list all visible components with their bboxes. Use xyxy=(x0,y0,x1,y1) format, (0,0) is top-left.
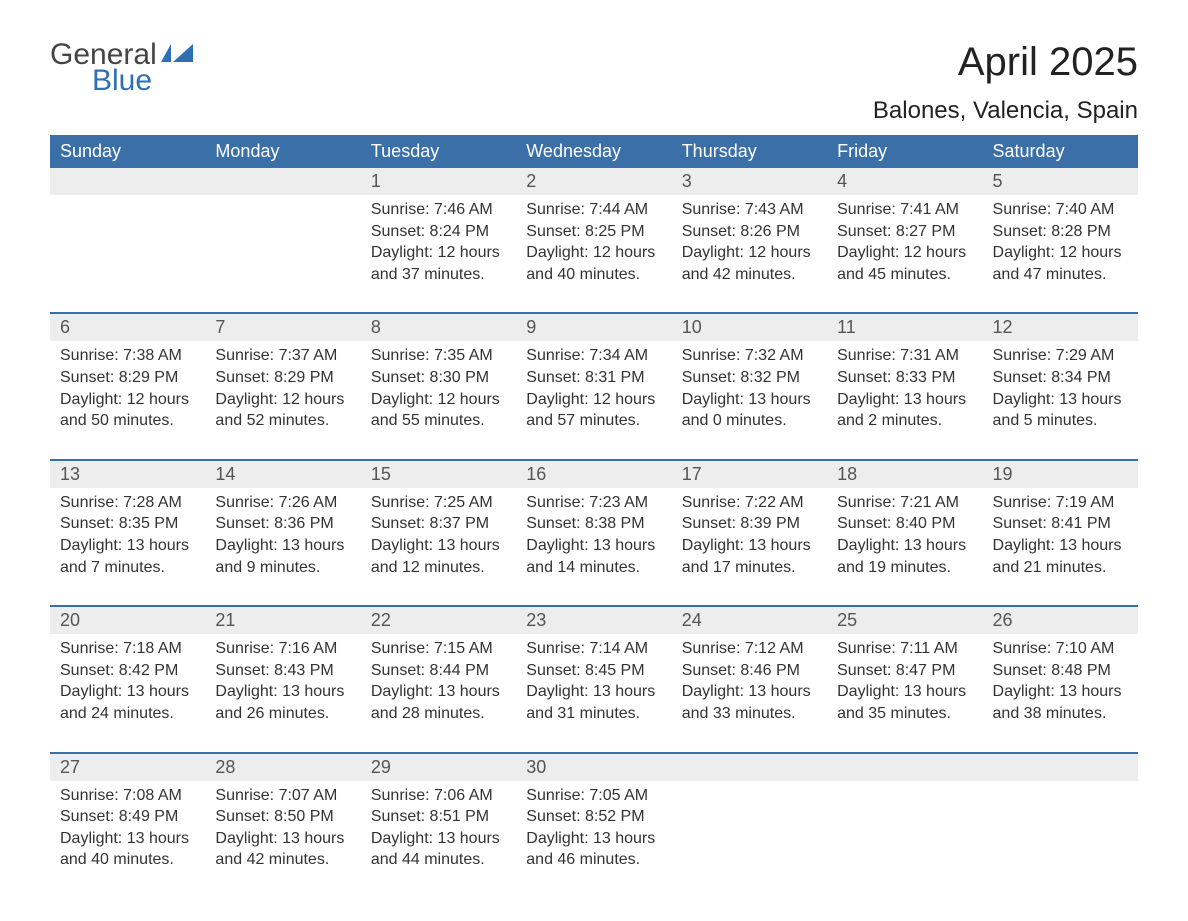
day-number: 14 xyxy=(205,460,360,488)
day-number: 29 xyxy=(361,753,516,781)
day-cell: Sunrise: 7:35 AMSunset: 8:30 PMDaylight:… xyxy=(361,341,516,441)
day-cell xyxy=(672,781,827,881)
weekday-header-row: SundayMondayTuesdayWednesdayThursdayFrid… xyxy=(50,135,1138,168)
day-number: 20 xyxy=(50,606,205,634)
day-number: 24 xyxy=(672,606,827,634)
day-cell: Sunrise: 7:18 AMSunset: 8:42 PMDaylight:… xyxy=(50,634,205,734)
day-number: 1 xyxy=(361,168,516,195)
weekday-header: Wednesday xyxy=(516,135,671,168)
day-cell: Sunrise: 7:37 AMSunset: 8:29 PMDaylight:… xyxy=(205,341,360,441)
day-cell: Sunrise: 7:08 AMSunset: 8:49 PMDaylight:… xyxy=(50,781,205,881)
day-cell: Sunrise: 7:43 AMSunset: 8:26 PMDaylight:… xyxy=(672,195,827,295)
location: Balones, Valencia, Spain xyxy=(873,97,1138,125)
day-number: 13 xyxy=(50,460,205,488)
day-number xyxy=(672,753,827,781)
day-cell: Sunrise: 7:16 AMSunset: 8:43 PMDaylight:… xyxy=(205,634,360,734)
day-cell: Sunrise: 7:44 AMSunset: 8:25 PMDaylight:… xyxy=(516,195,671,295)
weekday-header: Sunday xyxy=(50,135,205,168)
day-number-row: 6789101112 xyxy=(50,313,1138,341)
day-cell: Sunrise: 7:22 AMSunset: 8:39 PMDaylight:… xyxy=(672,488,827,588)
day-cell: Sunrise: 7:05 AMSunset: 8:52 PMDaylight:… xyxy=(516,781,671,881)
day-number xyxy=(50,168,205,195)
day-number: 4 xyxy=(827,168,982,195)
day-cell xyxy=(827,781,982,881)
week-separator xyxy=(50,295,1138,313)
day-number-row: 12345 xyxy=(50,168,1138,195)
day-number: 26 xyxy=(983,606,1138,634)
weekday-header: Monday xyxy=(205,135,360,168)
day-cell: Sunrise: 7:26 AMSunset: 8:36 PMDaylight:… xyxy=(205,488,360,588)
header: General Blue April 2025 Balones, Valenci… xyxy=(50,40,1138,135)
day-number-row: 13141516171819 xyxy=(50,460,1138,488)
day-cell: Sunrise: 7:10 AMSunset: 8:48 PMDaylight:… xyxy=(983,634,1138,734)
day-number: 12 xyxy=(983,313,1138,341)
weekday-header: Saturday xyxy=(983,135,1138,168)
logo-word-blue: Blue xyxy=(92,66,193,96)
day-content-row: Sunrise: 7:18 AMSunset: 8:42 PMDaylight:… xyxy=(50,634,1138,734)
day-number: 27 xyxy=(50,753,205,781)
day-cell xyxy=(50,195,205,295)
day-number-row: 20212223242526 xyxy=(50,606,1138,634)
day-cell xyxy=(983,781,1138,881)
day-cell: Sunrise: 7:19 AMSunset: 8:41 PMDaylight:… xyxy=(983,488,1138,588)
day-cell: Sunrise: 7:29 AMSunset: 8:34 PMDaylight:… xyxy=(983,341,1138,441)
week-separator xyxy=(50,442,1138,460)
day-number: 23 xyxy=(516,606,671,634)
logo-flag-icon xyxy=(161,44,193,64)
calendar-table: SundayMondayTuesdayWednesdayThursdayFrid… xyxy=(50,135,1138,881)
weekday-header: Friday xyxy=(827,135,982,168)
day-content-row: Sunrise: 7:08 AMSunset: 8:49 PMDaylight:… xyxy=(50,781,1138,881)
day-number: 9 xyxy=(516,313,671,341)
day-cell: Sunrise: 7:23 AMSunset: 8:38 PMDaylight:… xyxy=(516,488,671,588)
page-title: April 2025 xyxy=(873,40,1138,85)
day-number: 28 xyxy=(205,753,360,781)
day-cell: Sunrise: 7:06 AMSunset: 8:51 PMDaylight:… xyxy=(361,781,516,881)
day-cell: Sunrise: 7:28 AMSunset: 8:35 PMDaylight:… xyxy=(50,488,205,588)
day-cell: Sunrise: 7:11 AMSunset: 8:47 PMDaylight:… xyxy=(827,634,982,734)
day-number xyxy=(827,753,982,781)
day-content-row: Sunrise: 7:38 AMSunset: 8:29 PMDaylight:… xyxy=(50,341,1138,441)
day-number: 25 xyxy=(827,606,982,634)
day-cell: Sunrise: 7:21 AMSunset: 8:40 PMDaylight:… xyxy=(827,488,982,588)
day-number: 3 xyxy=(672,168,827,195)
day-cell: Sunrise: 7:07 AMSunset: 8:50 PMDaylight:… xyxy=(205,781,360,881)
day-number: 11 xyxy=(827,313,982,341)
day-cell: Sunrise: 7:15 AMSunset: 8:44 PMDaylight:… xyxy=(361,634,516,734)
day-number: 22 xyxy=(361,606,516,634)
day-cell: Sunrise: 7:31 AMSunset: 8:33 PMDaylight:… xyxy=(827,341,982,441)
weekday-header: Tuesday xyxy=(361,135,516,168)
day-cell: Sunrise: 7:32 AMSunset: 8:32 PMDaylight:… xyxy=(672,341,827,441)
day-number: 30 xyxy=(516,753,671,781)
day-number: 2 xyxy=(516,168,671,195)
week-separator xyxy=(50,588,1138,606)
day-number: 18 xyxy=(827,460,982,488)
day-cell: Sunrise: 7:25 AMSunset: 8:37 PMDaylight:… xyxy=(361,488,516,588)
day-cell: Sunrise: 7:46 AMSunset: 8:24 PMDaylight:… xyxy=(361,195,516,295)
day-cell xyxy=(205,195,360,295)
day-number: 17 xyxy=(672,460,827,488)
day-number xyxy=(983,753,1138,781)
day-number xyxy=(205,168,360,195)
day-content-row: Sunrise: 7:46 AMSunset: 8:24 PMDaylight:… xyxy=(50,195,1138,295)
day-number: 19 xyxy=(983,460,1138,488)
day-number: 16 xyxy=(516,460,671,488)
day-number: 21 xyxy=(205,606,360,634)
day-cell: Sunrise: 7:41 AMSunset: 8:27 PMDaylight:… xyxy=(827,195,982,295)
day-cell: Sunrise: 7:38 AMSunset: 8:29 PMDaylight:… xyxy=(50,341,205,441)
day-cell: Sunrise: 7:40 AMSunset: 8:28 PMDaylight:… xyxy=(983,195,1138,295)
day-number: 8 xyxy=(361,313,516,341)
day-number: 10 xyxy=(672,313,827,341)
day-number: 15 xyxy=(361,460,516,488)
day-number: 5 xyxy=(983,168,1138,195)
day-cell: Sunrise: 7:12 AMSunset: 8:46 PMDaylight:… xyxy=(672,634,827,734)
day-number: 6 xyxy=(50,313,205,341)
day-content-row: Sunrise: 7:28 AMSunset: 8:35 PMDaylight:… xyxy=(50,488,1138,588)
day-number: 7 xyxy=(205,313,360,341)
day-cell: Sunrise: 7:14 AMSunset: 8:45 PMDaylight:… xyxy=(516,634,671,734)
day-number-row: 27282930 xyxy=(50,753,1138,781)
logo: General Blue xyxy=(50,40,193,96)
day-cell: Sunrise: 7:34 AMSunset: 8:31 PMDaylight:… xyxy=(516,341,671,441)
weekday-header: Thursday xyxy=(672,135,827,168)
week-separator xyxy=(50,735,1138,753)
